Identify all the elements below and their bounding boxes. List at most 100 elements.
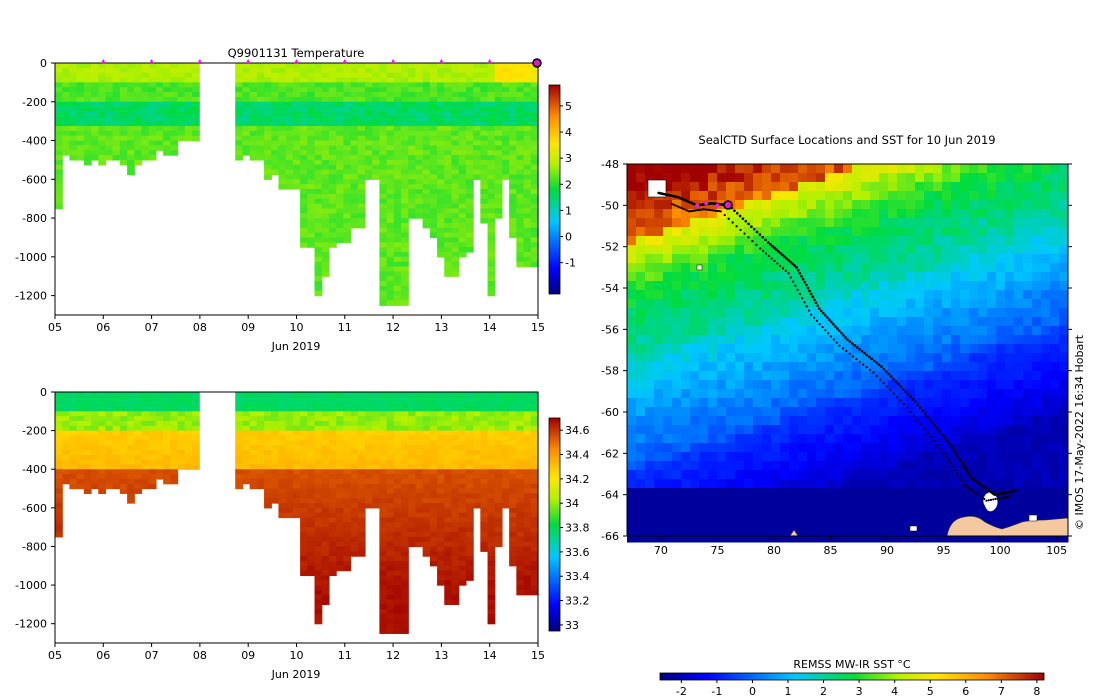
field-cell: [473, 483, 481, 490]
field-cell: [98, 474, 107, 480]
field-cell: [343, 63, 352, 69]
field-cell: [451, 72, 460, 79]
field-cell: [487, 227, 496, 234]
field-cell: [516, 135, 525, 142]
sst-cell: [906, 227, 916, 237]
field-cell: [170, 145, 179, 151]
sst-cell: [951, 254, 961, 264]
field-cell: [148, 63, 157, 69]
field-cell: [256, 130, 265, 137]
field-cell: [307, 72, 316, 79]
sst-cell: [969, 299, 979, 309]
sst-cell: [717, 281, 727, 291]
field-cell: [372, 498, 380, 504]
sst-cell: [888, 308, 898, 318]
field-cell: [422, 67, 431, 74]
sst-cell: [627, 227, 637, 237]
sst-cell: [1023, 281, 1033, 291]
field-cell: [148, 396, 157, 403]
x-tick-label: 12: [386, 649, 400, 662]
field-cell: [112, 67, 121, 74]
field-cell: [379, 406, 388, 412]
field-cell: [242, 440, 251, 446]
field-cell: [393, 623, 402, 630]
field-cell: [314, 164, 323, 171]
field-cell: [487, 522, 496, 528]
field-cell: [501, 464, 510, 470]
field-cell: [55, 150, 63, 156]
field-cell: [119, 116, 128, 122]
sst-cell: [708, 272, 718, 282]
field-cell: [91, 483, 99, 490]
field-cell: [235, 478, 244, 485]
sst-cell: [825, 173, 835, 183]
field-cell: [401, 193, 409, 200]
field-cell: [264, 164, 272, 171]
sst-cell: [699, 317, 709, 327]
field-cell: [105, 111, 114, 117]
field-cell: [523, 150, 532, 156]
field-cell: [451, 213, 460, 219]
field-cell: [328, 179, 337, 185]
sst-cell: [960, 173, 970, 183]
field-cell: [458, 87, 467, 93]
field-cell: [300, 392, 308, 398]
field-cell: [487, 565, 496, 572]
field-cell: [119, 101, 128, 108]
sst-cell: [924, 218, 934, 228]
field-cell: [372, 159, 380, 166]
field-cell: [112, 469, 121, 475]
field-cell: [458, 435, 467, 441]
field-cell: [379, 609, 388, 615]
field-cell: [249, 96, 258, 103]
field-cell: [480, 531, 489, 538]
sst-cell: [888, 191, 898, 201]
field-cell: [465, 184, 474, 190]
field-cell: [451, 531, 460, 538]
sst-cell: [780, 173, 790, 183]
field-cell: [408, 101, 417, 108]
field-cell: [408, 130, 417, 137]
field-cell: [321, 198, 330, 205]
sst-cell: [951, 173, 961, 183]
field-cell: [134, 96, 143, 103]
sst-cell: [690, 191, 700, 201]
sst-cell: [726, 164, 736, 174]
field-cell: [372, 63, 380, 69]
field-cell: [422, 396, 431, 403]
sst-cell: [1005, 317, 1015, 327]
field-cell: [300, 449, 308, 456]
field-cell: [278, 77, 287, 83]
field-cell: [401, 208, 409, 214]
field-cell: [379, 130, 388, 137]
field-cell: [278, 425, 287, 432]
field-cell: [415, 411, 424, 417]
field-cell: [401, 184, 409, 190]
field-cell: [105, 425, 114, 432]
field-cell: [437, 174, 445, 180]
sst-cell: [627, 317, 637, 327]
field-cell: [516, 459, 525, 466]
field-cell: [415, 135, 424, 142]
field-cell: [307, 232, 316, 239]
field-cell: [379, 121, 388, 127]
field-cell: [314, 585, 323, 591]
field-cell: [141, 155, 150, 161]
field-cell: [91, 101, 99, 108]
field-cell: [321, 271, 330, 277]
sst-cell: [645, 209, 655, 219]
sst-cell: [933, 236, 943, 246]
field-cell: [249, 150, 258, 156]
field-cell: [437, 416, 445, 422]
field-cell: [444, 189, 453, 195]
field-cell: [480, 135, 489, 142]
field-cell: [314, 556, 323, 562]
sst-cell: [717, 191, 727, 201]
field-cell: [328, 498, 337, 504]
field-cell: [458, 193, 467, 200]
field-cell: [437, 522, 445, 528]
field-cell: [300, 517, 308, 523]
sst-cell: [690, 209, 700, 219]
field-cell: [372, 464, 380, 470]
sst-cell: [816, 263, 826, 273]
